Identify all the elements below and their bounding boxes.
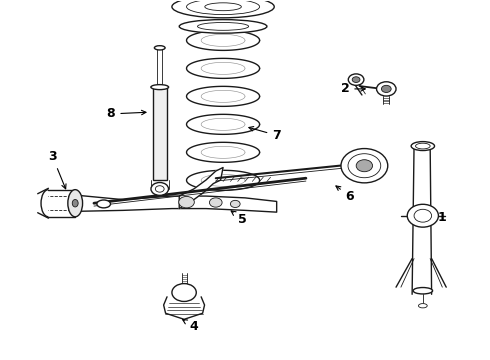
Circle shape <box>407 204 439 227</box>
Ellipse shape <box>151 85 169 90</box>
Polygon shape <box>75 195 277 212</box>
Ellipse shape <box>411 141 435 150</box>
Circle shape <box>230 201 240 207</box>
Text: 3: 3 <box>48 150 66 189</box>
Circle shape <box>151 183 169 195</box>
Circle shape <box>356 160 372 172</box>
Ellipse shape <box>205 3 242 11</box>
Text: 8: 8 <box>107 107 146 120</box>
Circle shape <box>179 197 195 208</box>
FancyBboxPatch shape <box>153 87 167 180</box>
Circle shape <box>352 77 360 82</box>
Text: 2: 2 <box>341 82 365 95</box>
Polygon shape <box>179 167 223 208</box>
Circle shape <box>172 284 196 301</box>
Ellipse shape <box>68 190 83 217</box>
Ellipse shape <box>97 200 111 208</box>
Text: 1: 1 <box>422 211 447 224</box>
Ellipse shape <box>72 199 78 207</box>
Circle shape <box>348 74 364 85</box>
Ellipse shape <box>179 19 267 33</box>
Ellipse shape <box>154 46 165 50</box>
Ellipse shape <box>418 303 427 308</box>
Text: 5: 5 <box>231 211 247 226</box>
Text: 6: 6 <box>336 186 354 203</box>
Circle shape <box>209 198 222 207</box>
Circle shape <box>381 85 391 93</box>
Text: 7: 7 <box>249 127 281 142</box>
Ellipse shape <box>413 288 433 294</box>
Text: 4: 4 <box>183 320 198 333</box>
Circle shape <box>341 149 388 183</box>
Circle shape <box>376 82 396 96</box>
Ellipse shape <box>172 0 274 18</box>
